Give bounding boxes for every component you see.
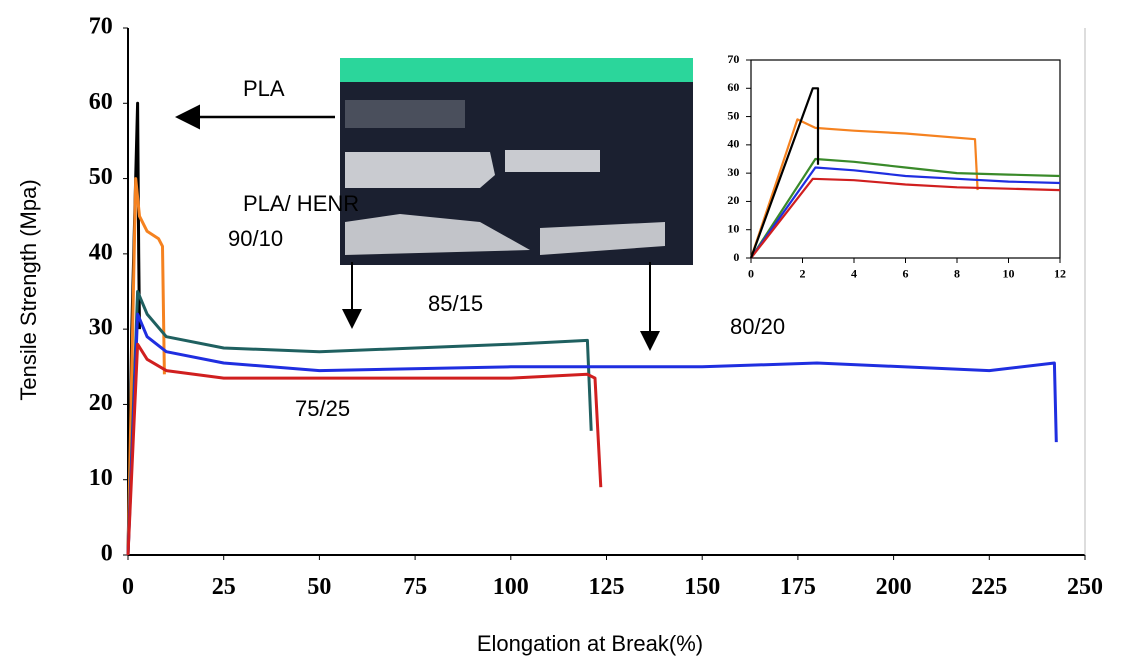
y-tick-label: 40 bbox=[727, 137, 739, 151]
y-tick-label: 0 bbox=[733, 250, 739, 264]
series-line bbox=[126, 177, 166, 556]
x-tick-label: 12 bbox=[1054, 267, 1066, 281]
x-tick-label: 4 bbox=[851, 267, 857, 281]
x-tick-label: 50 bbox=[307, 574, 331, 600]
y-tick-label: 40 bbox=[89, 239, 113, 265]
x-tick-label: 150 bbox=[684, 574, 720, 600]
x-tick-label: 6 bbox=[903, 267, 909, 281]
series-line bbox=[750, 177, 1061, 259]
y-tick-label: 70 bbox=[727, 52, 739, 66]
y-tick-label: 30 bbox=[727, 165, 739, 179]
x-tick-label: 175 bbox=[780, 574, 816, 600]
y-tick-label: 70 bbox=[89, 14, 113, 40]
x-tick-label: 8 bbox=[954, 267, 960, 281]
x-axis-label: Elongation at Break(%) bbox=[477, 631, 703, 656]
plot-frame bbox=[750, 59, 1061, 259]
photo bbox=[340, 58, 693, 265]
series-line bbox=[126, 290, 593, 556]
y-axis-label: Tensile Strength (Mpa) bbox=[16, 179, 41, 400]
series-line bbox=[750, 166, 1061, 259]
x-tick-label: 100 bbox=[493, 574, 529, 600]
series-line bbox=[749, 118, 979, 259]
annotation: 75/25 bbox=[295, 396, 350, 421]
x-tick-label: 250 bbox=[1067, 574, 1103, 600]
annotation: PLA bbox=[243, 76, 285, 101]
series-line bbox=[750, 157, 1061, 259]
series-line bbox=[126, 312, 1058, 556]
y-tick-label: 30 bbox=[89, 315, 113, 341]
series-line bbox=[126, 342, 603, 556]
x-tick-label: 2 bbox=[800, 267, 806, 281]
y-tick-label: 50 bbox=[89, 164, 113, 190]
y-tick-label: 60 bbox=[727, 80, 739, 94]
annotation: 80/20 bbox=[730, 314, 785, 339]
y-tick-label: 10 bbox=[89, 465, 113, 491]
y-tick-label: 60 bbox=[89, 89, 113, 115]
x-tick-label: 0 bbox=[122, 574, 134, 600]
y-tick-label: 20 bbox=[727, 193, 739, 207]
series-line bbox=[749, 87, 820, 259]
y-tick-label: 10 bbox=[727, 221, 739, 235]
annotation: 85/15 bbox=[428, 291, 483, 316]
x-tick-label: 0 bbox=[748, 267, 754, 281]
x-tick-label: 25 bbox=[212, 574, 236, 600]
x-tick-label: 225 bbox=[971, 574, 1007, 600]
y-tick-label: 0 bbox=[101, 541, 113, 567]
annotation: 90/10 bbox=[228, 226, 283, 251]
x-tick-label: 125 bbox=[589, 574, 625, 600]
x-tick-label: 200 bbox=[876, 574, 912, 600]
x-tick-label: 75 bbox=[403, 574, 427, 600]
annotation: PLA/ HENR bbox=[243, 191, 359, 216]
y-tick-label: 50 bbox=[727, 108, 739, 122]
x-tick-label: 10 bbox=[1003, 267, 1015, 281]
y-tick-label: 20 bbox=[89, 390, 113, 416]
